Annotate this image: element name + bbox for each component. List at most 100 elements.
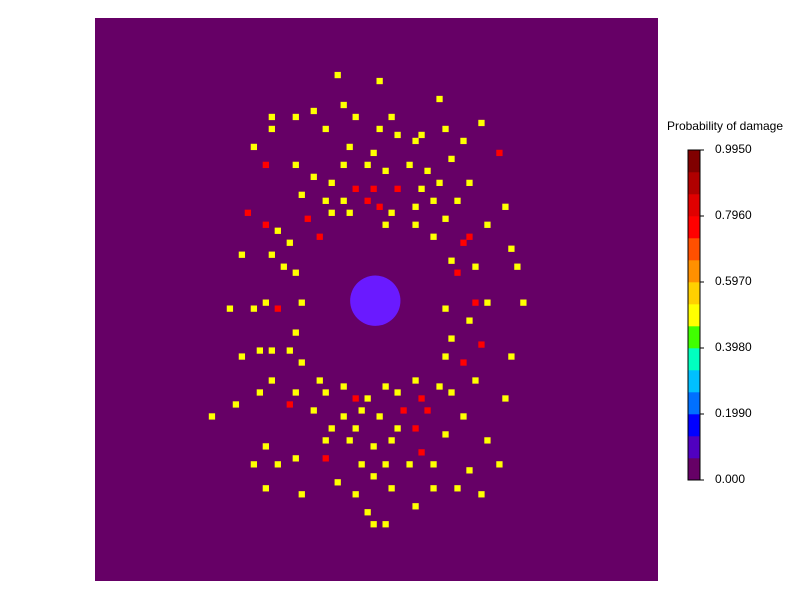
damage-cell [478,341,485,348]
damage-cell [412,503,419,510]
damage-cell [244,209,252,216]
damage-cell [448,257,455,264]
colorbar-band [688,392,700,415]
damage-cell [412,425,419,432]
damage-cell [412,137,419,145]
damage-cell [334,479,341,486]
damage-cell [364,395,371,402]
damage-cell [376,125,383,133]
colorbar-title: Probability of damage [667,119,783,133]
damage-cell [292,389,299,396]
damage-cell [322,197,329,204]
damage-cell [520,299,527,306]
damage-cell [388,209,395,216]
damage-cell [262,221,269,228]
damage-cell [262,485,269,492]
damage-cell [274,461,281,468]
damage-cell [286,401,293,408]
damage-cell [472,263,479,270]
damage-cell [460,359,467,366]
damage-cell [256,347,264,354]
damage-cell [370,473,377,480]
damage-cell [262,299,269,306]
damage-cell [394,389,401,396]
colorbar-band [688,370,700,393]
colorbar-band [688,172,700,195]
colorbar-band [688,150,700,173]
damage-cell [346,143,353,151]
damage-cell [280,263,287,270]
colorbar-tick-label: 0.5970 [715,274,752,288]
damage-cell [358,461,365,468]
damage-cell [460,413,467,420]
damage-cell [226,305,234,312]
damage-cell [472,299,479,306]
damage-cell [274,305,281,312]
damage-cell [250,305,258,312]
colorbar-band [688,436,700,459]
damage-cell [424,167,431,175]
damage-cell [382,383,389,390]
damage-cell [340,161,347,169]
damage-cell [448,389,455,396]
damage-cell [370,521,377,528]
damage-cell [382,521,389,528]
damage-cell [232,401,240,408]
damage-cell [328,179,335,187]
damage-cell [250,143,258,151]
damage-cell [418,131,425,139]
damage-cell [268,125,275,133]
colorbar-tick-label: 0.1990 [715,406,752,420]
damage-cell [316,377,323,384]
damage-cell [376,413,383,420]
colorbar-band [688,238,700,261]
damage-cell [286,347,293,354]
damage-cell [436,179,443,187]
damage-cell [352,425,359,432]
damage-cell [316,233,323,240]
damage-cell [442,215,449,222]
damage-cell [382,167,389,175]
damage-cell [256,389,264,396]
colorbar-tick-label: 0.000 [715,472,745,486]
damage-cell [406,461,413,468]
colorbar-tick-label: 0.3980 [715,340,752,354]
damage-cell [466,179,473,187]
damage-cell [502,395,509,402]
damage-cell [394,185,401,192]
damage-cell [412,203,419,210]
damage-cell [310,173,317,181]
damage-cell [370,149,377,157]
damage-cell [298,491,305,498]
damage-cell [352,491,359,498]
damage-cell [322,437,329,444]
damage-cell [382,461,389,468]
damage-cell [418,395,425,402]
colorbar-band [688,216,700,239]
damage-cell [454,197,461,204]
damage-cell [388,437,395,444]
damage-cell [268,113,275,121]
damage-cell [412,221,419,228]
damage-cell [238,251,246,258]
colorbar-band [688,260,700,283]
damage-cell [406,161,413,169]
damage-cell [352,113,359,121]
damage-cell [346,209,353,216]
damage-cell [394,131,401,139]
damage-cell [442,353,449,360]
damage-cell [286,239,293,246]
damage-cell [346,437,353,444]
damage-cell [328,425,335,432]
damage-cell [424,407,431,414]
damage-cell [496,461,503,468]
colorbar-band [688,414,700,437]
colorbar-band [688,194,700,217]
damage-cell [484,221,491,228]
colorbar-band [688,304,700,327]
colorbar-band [688,348,700,371]
damage-cell [436,383,443,390]
damage-cell [298,191,305,198]
damage-cell [364,197,371,204]
